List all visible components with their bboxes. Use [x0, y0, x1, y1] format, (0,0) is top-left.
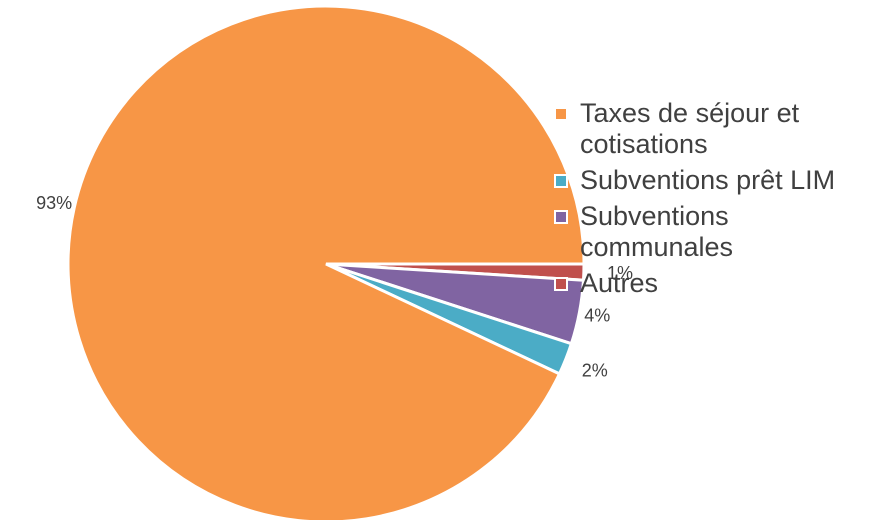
legend-item-autres: Autres [554, 268, 884, 299]
legend-label-autres: Autres [580, 268, 659, 298]
data-label-subventions-pret: 2% [582, 360, 608, 380]
data-label-autres: 1% [607, 263, 633, 283]
legend-item-subventions-communales: Subventions communales [554, 201, 884, 263]
slice-taxes [66, 4, 586, 520]
legend-swatch-autres [554, 277, 568, 291]
legend-label-subventions-pret: Subventions prêt LIM [580, 165, 836, 195]
legend-swatch-taxes [554, 107, 568, 121]
legend-item-subventions-pret: Subventions prêt LIM [554, 165, 884, 196]
legend-swatch-subventions-communales [554, 210, 568, 224]
legend-item-taxes: Taxes de séjour et cotisations [554, 98, 884, 160]
pie-data-labels: 1% 4% 2% 93% [36, 193, 633, 380]
data-label-subventions-communales: 4% [584, 306, 610, 326]
legend-label-taxes: Taxes de séjour et cotisations [580, 98, 800, 159]
legend-label-subventions-communales: Subventions communales [580, 201, 734, 262]
data-label-taxes: 93% [36, 193, 72, 213]
legend-swatch-subventions-pret [554, 174, 568, 188]
legend: Taxes de séjour et cotisations Subventio… [554, 98, 884, 304]
pie-slices [66, 4, 586, 520]
